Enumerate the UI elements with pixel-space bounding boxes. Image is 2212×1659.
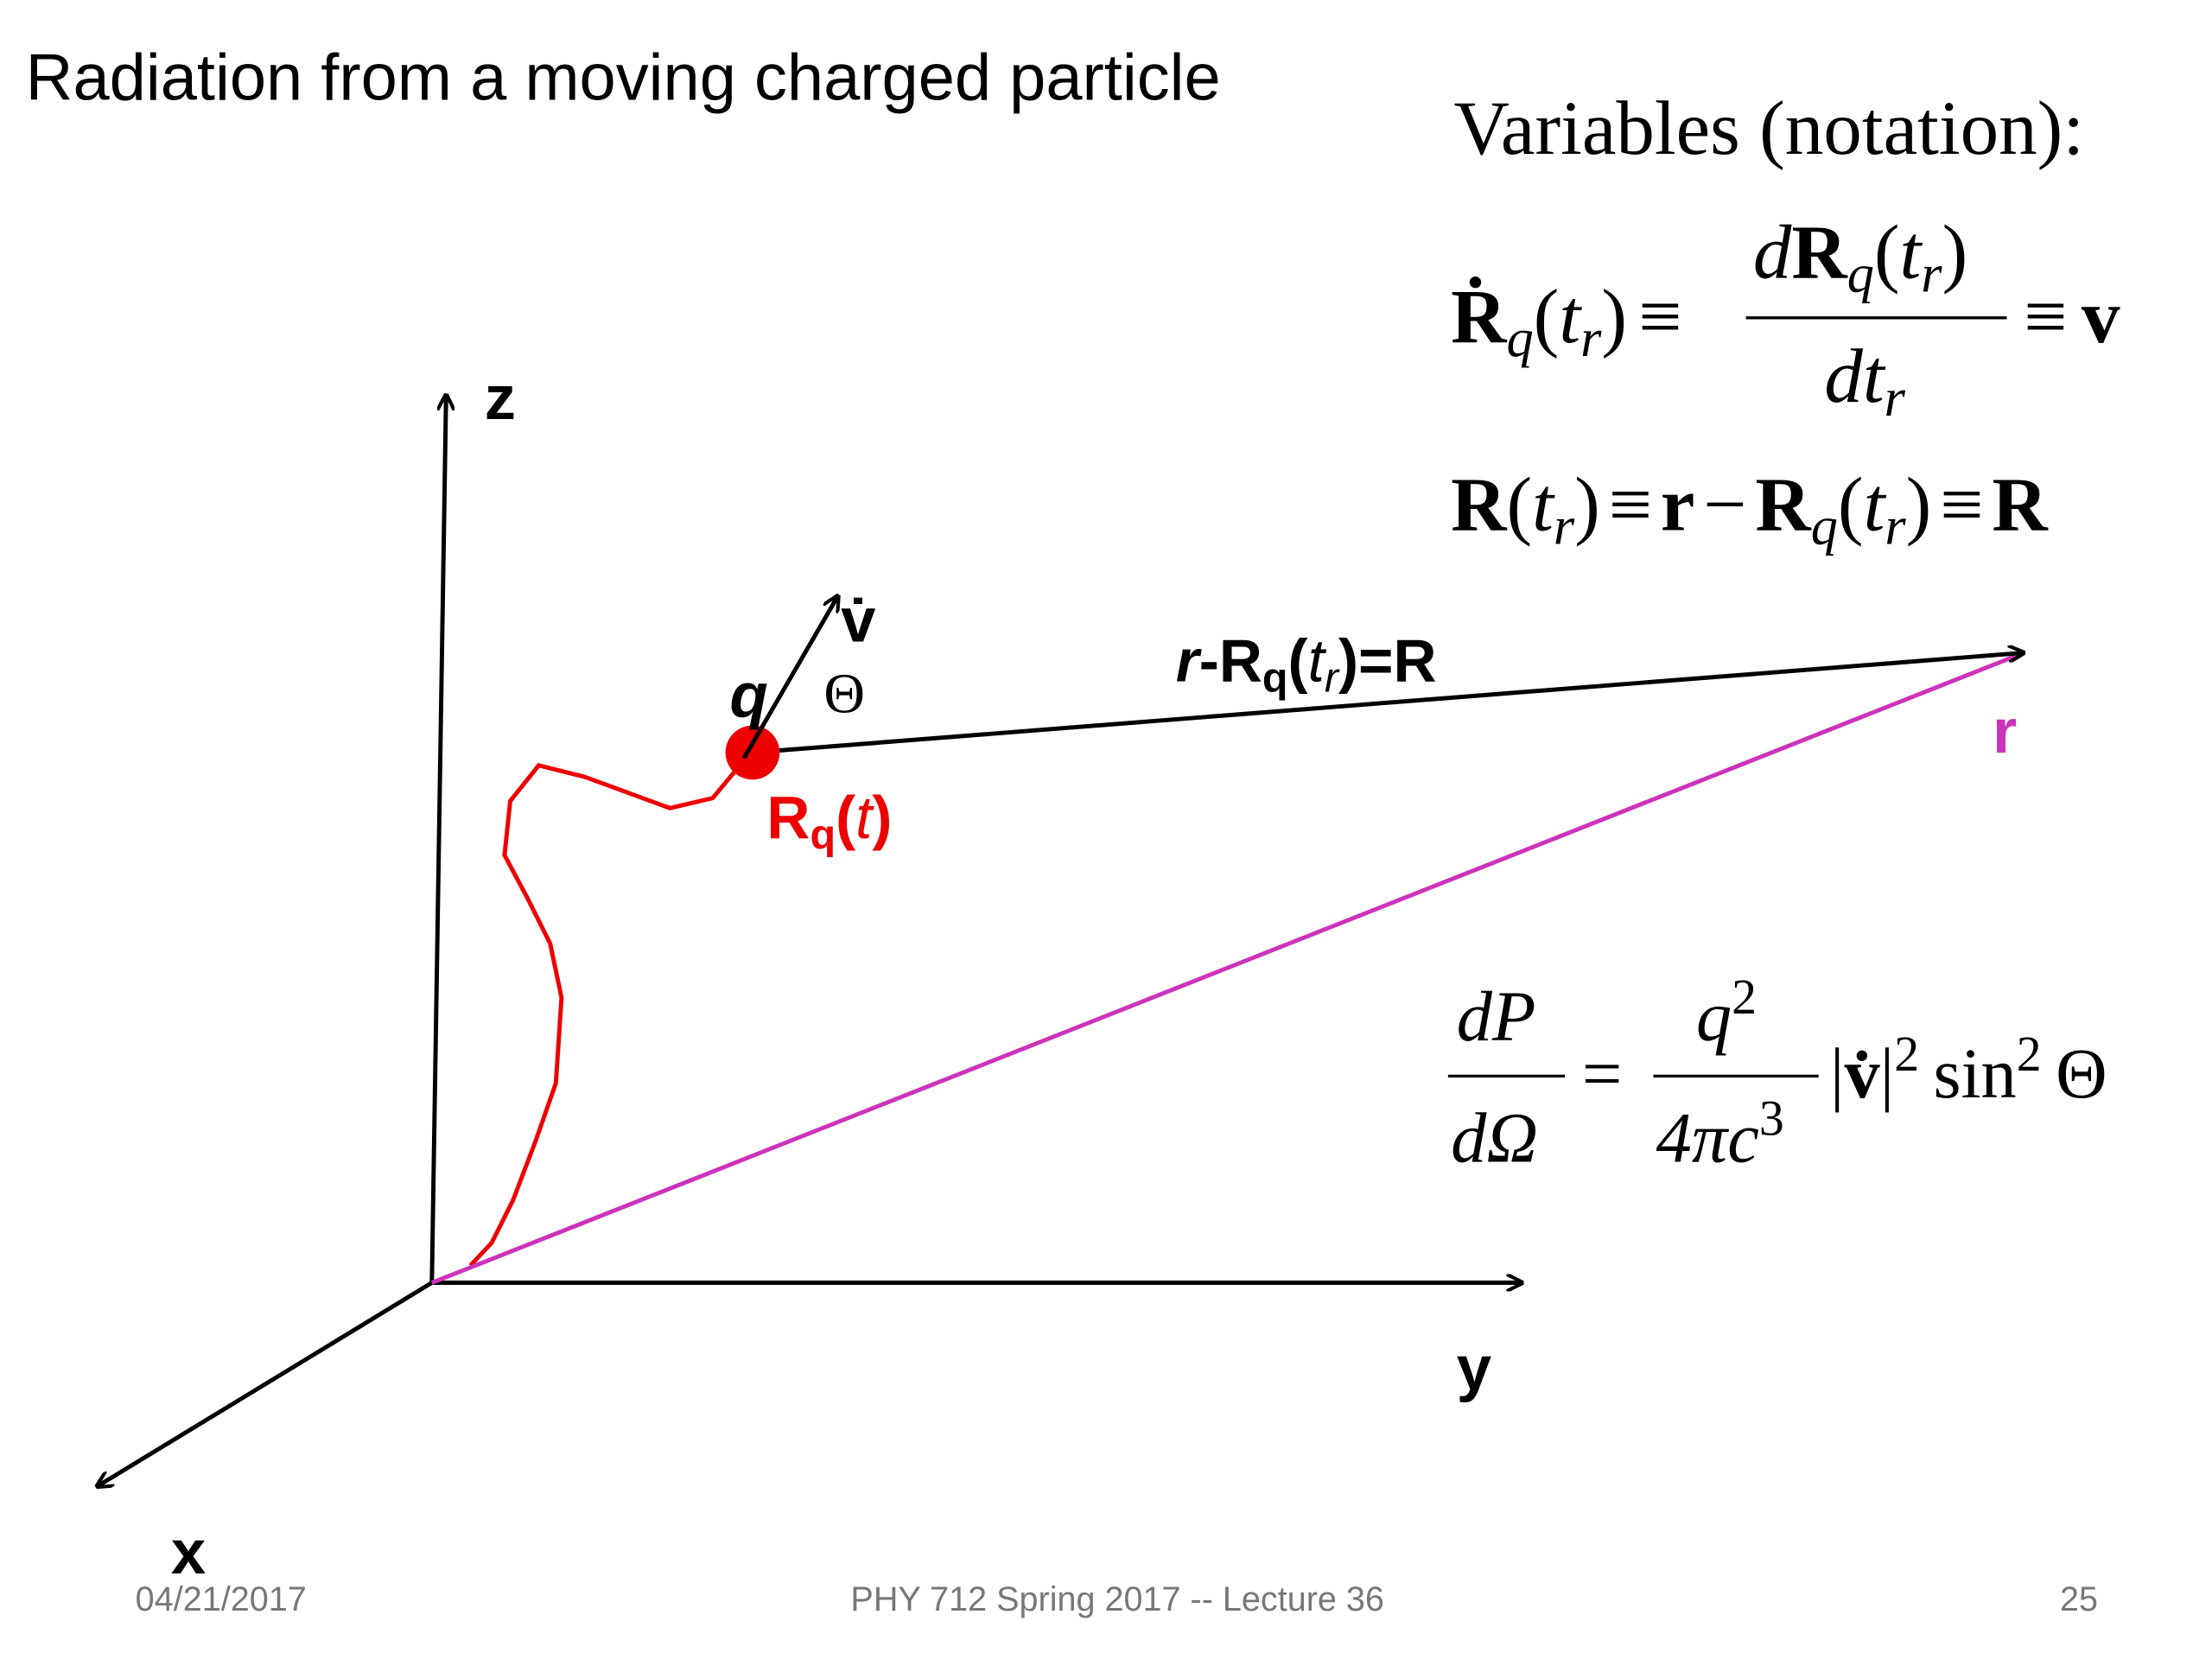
label-part: t [855, 784, 874, 851]
footer-course: PHY 712 Spring 2017 -- Lecture 36 [850, 1580, 1384, 1618]
charge [725, 725, 780, 780]
eq-part: r [1885, 496, 1906, 556]
eq-part: 2 [1894, 1027, 1919, 1082]
equation-1: Ṙq(tr) ≡ dRq(tr) dtr ≡ v [1451, 211, 2120, 428]
eq-part: sin [1934, 1034, 2017, 1113]
eq-part: t [1559, 275, 1582, 359]
label-part: ( [1288, 626, 1308, 694]
eq-part: Θ [2056, 1034, 2107, 1113]
eq-part: R [1451, 463, 1508, 548]
x-label: x [171, 1517, 206, 1587]
eq-part: ≡ [2024, 275, 2067, 359]
r-vector [430, 651, 2025, 1285]
eq-part: ≡ v [2024, 275, 2120, 359]
eq-part: dt [1824, 334, 1886, 419]
eq-part: ( [1534, 275, 1560, 359]
eq-part: dP [1457, 977, 1536, 1056]
eq-part: ) [1574, 463, 1600, 548]
label-part: r [1176, 626, 1203, 694]
eq-part: q [1847, 244, 1874, 303]
z-axis [429, 395, 446, 1283]
eq-part: q [1696, 977, 1732, 1056]
eq-part: |v̇|2 sin2 Θ [1830, 1027, 2107, 1114]
diagram: z y x v̇ q Θ r-Rq(tr)=R r Rq(t) [97, 363, 2024, 1587]
eq-part: t [1864, 463, 1887, 548]
eq-part: R [1992, 463, 2049, 548]
q-label: q [730, 661, 768, 731]
R-vector [752, 652, 2024, 755]
eq-part: ( [1507, 463, 1533, 548]
footer-date: 04/21/2017 [136, 1580, 307, 1618]
eq-part: ( [1838, 463, 1864, 548]
eq-part: r [1554, 496, 1575, 556]
eq-part: ) [1601, 275, 1627, 359]
eq-part: | [1830, 1034, 1845, 1113]
eq-part: ) [1942, 211, 1968, 296]
R-vector-label: r-Rq(tr)=R [1176, 626, 1437, 701]
eq-part: 4πc3 [1656, 1091, 1784, 1178]
eq-part: r [1885, 368, 1906, 428]
eq-part: | [1880, 1034, 1895, 1113]
label-part: r [1325, 654, 1340, 701]
eq-part: ≡ [1940, 463, 1983, 548]
theta-label: Θ [823, 663, 865, 726]
eq-part: t [1900, 211, 1923, 296]
eq-part: R [1791, 211, 1848, 296]
label-part: q [1262, 654, 1288, 701]
eq-part: q2 [1696, 970, 1757, 1057]
label-part: q [810, 811, 836, 858]
Rq-label: Rq(t) [766, 784, 892, 858]
vdot-label: v̇ [841, 585, 876, 655]
eq-part: d [1753, 211, 1792, 296]
eq-part: v [2082, 275, 2120, 359]
eq-part: dΩ [1451, 1098, 1538, 1177]
variables-heading: Variables (notation): [1453, 86, 2084, 171]
label-part: t [1308, 626, 1327, 694]
eq-part: ≡ [1638, 275, 1681, 359]
eq-part: r [1580, 308, 1602, 367]
eq-part: v̇ [1844, 1034, 1880, 1113]
eq-part: ≡ [1609, 463, 1652, 548]
label-part: ) [872, 784, 892, 851]
eq-part: q [1507, 308, 1534, 367]
equation-2: R(tr) ≡ r − Rq(tr) ≡ R [1451, 463, 2049, 556]
acceleration-vector [741, 595, 838, 760]
eq-part: q [1811, 496, 1838, 556]
eq-part: R [1755, 463, 1812, 548]
z-label: z [485, 363, 516, 433]
eq-part: − [1703, 463, 1746, 548]
trajectory [468, 753, 750, 1268]
eq-part: 2 [2017, 1027, 2042, 1082]
eq-part: ) [1906, 463, 1932, 548]
eq-part: = [1582, 1034, 1623, 1113]
eq-part: 3 [1759, 1091, 1784, 1146]
eq-part: dtr [1824, 334, 1905, 428]
eq-part: r [1661, 463, 1695, 548]
eq-part: r [1921, 244, 1942, 303]
r-label: r [1993, 696, 2017, 766]
label-part: -R [1199, 626, 1262, 694]
label-part: )=R [1338, 626, 1437, 694]
label-part: R [766, 784, 810, 851]
eq-part: t [1532, 463, 1555, 548]
eq-part: ( [1874, 211, 1900, 296]
eq-part: 4πc [1656, 1098, 1759, 1177]
label-part: ( [836, 784, 855, 851]
y-label: y [1457, 1333, 1491, 1403]
eq-part: Ṙq(tr) ≡ [1451, 275, 1681, 368]
eq-part: 2 [1732, 970, 1757, 1025]
eq-part: dRq(tr) [1753, 211, 1967, 304]
footer-page: 25 [2060, 1580, 2098, 1618]
x-axis [97, 1281, 434, 1487]
power-formula: dP dΩ = q2 4πc3 |v̇|2 sin2 Θ [1447, 970, 2107, 1178]
slide-title: Radiation from a moving charged particle [26, 41, 1221, 114]
eq-part: Ṙ [1451, 275, 1508, 359]
